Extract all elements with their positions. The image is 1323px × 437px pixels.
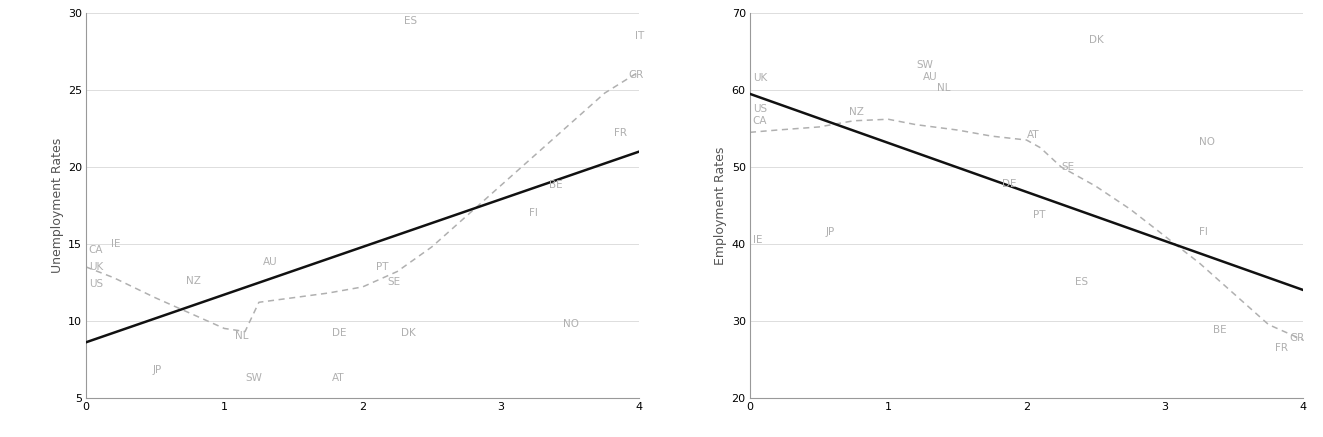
Text: IE: IE: [111, 239, 120, 249]
Text: IT: IT: [635, 31, 644, 41]
Text: BE: BE: [549, 180, 564, 191]
Text: UK: UK: [89, 262, 103, 272]
Text: PT: PT: [377, 262, 389, 272]
Text: JP: JP: [826, 227, 835, 237]
Text: ES: ES: [1074, 277, 1088, 287]
Text: JP: JP: [152, 365, 161, 375]
Text: NO: NO: [564, 319, 579, 329]
Text: PT: PT: [1033, 210, 1046, 220]
Text: NO: NO: [1200, 137, 1216, 147]
Y-axis label: Unemployment Rates: Unemployment Rates: [50, 138, 64, 273]
Text: SW: SW: [245, 373, 262, 383]
Text: DE: DE: [332, 328, 347, 338]
Text: NL: NL: [937, 83, 950, 94]
Text: DK: DK: [1089, 35, 1103, 45]
Text: FR: FR: [614, 128, 627, 138]
Text: ES: ES: [404, 16, 417, 26]
Text: SE: SE: [1061, 162, 1074, 172]
Text: NZ: NZ: [185, 276, 201, 286]
Text: SW: SW: [916, 60, 933, 70]
Text: CA: CA: [753, 116, 767, 126]
Text: AU: AU: [922, 72, 938, 82]
Text: NZ: NZ: [849, 107, 864, 117]
Text: UK: UK: [753, 73, 767, 83]
Text: NL: NL: [235, 331, 249, 341]
Text: FR: FR: [1275, 343, 1289, 353]
Text: AT: AT: [332, 373, 345, 383]
Text: DK: DK: [401, 328, 417, 338]
Text: US: US: [89, 279, 103, 289]
Text: DE: DE: [1002, 179, 1016, 189]
Text: CA: CA: [89, 245, 103, 255]
Y-axis label: Employment Rates: Employment Rates: [714, 146, 728, 264]
Text: GR: GR: [628, 69, 643, 80]
Text: IE: IE: [753, 235, 762, 245]
Text: AT: AT: [1027, 130, 1039, 140]
Text: FI: FI: [1200, 227, 1208, 237]
Text: FI: FI: [529, 208, 537, 218]
Text: SE: SE: [388, 277, 401, 287]
Text: BE: BE: [1213, 325, 1226, 335]
Text: US: US: [753, 104, 767, 114]
Text: AU: AU: [263, 257, 278, 267]
Text: GR: GR: [1290, 333, 1304, 343]
